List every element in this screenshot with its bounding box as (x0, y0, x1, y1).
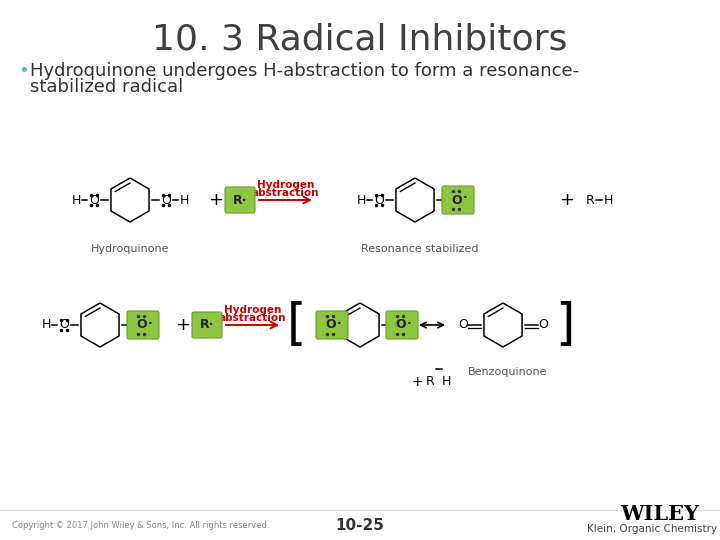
FancyBboxPatch shape (192, 312, 222, 338)
Text: Klein, Organic Chemistry 3e: Klein, Organic Chemistry 3e (587, 524, 720, 534)
Text: [: [ (287, 301, 307, 349)
Text: ]: ] (555, 301, 575, 349)
Text: Benzoquinone: Benzoquinone (468, 367, 548, 377)
Text: R·: R· (200, 319, 214, 332)
Text: ·: · (407, 316, 411, 329)
Text: O: O (538, 319, 548, 332)
Text: Hydroquinone: Hydroquinone (91, 244, 169, 254)
Text: H: H (442, 375, 451, 388)
FancyBboxPatch shape (316, 311, 348, 339)
Text: +: + (559, 191, 575, 209)
Text: O: O (374, 193, 384, 206)
Text: 10. 3 Radical Inhibitors: 10. 3 Radical Inhibitors (153, 22, 567, 56)
Text: Copyright © 2017 John Wiley & Sons, Inc. All rights reserved.: Copyright © 2017 John Wiley & Sons, Inc.… (12, 521, 269, 530)
Text: Resonance stabilized: Resonance stabilized (361, 244, 479, 254)
Text: O: O (59, 319, 69, 332)
Text: ·: · (463, 192, 467, 205)
Text: O: O (89, 193, 99, 206)
Text: Hydrogen: Hydrogen (257, 180, 314, 190)
Text: H: H (356, 193, 366, 206)
Text: H: H (71, 193, 81, 206)
Text: 10-25: 10-25 (336, 517, 384, 532)
Text: O: O (451, 193, 462, 206)
Text: O: O (137, 319, 148, 332)
FancyBboxPatch shape (225, 187, 255, 213)
Text: H: H (179, 193, 189, 206)
Text: O: O (458, 319, 468, 332)
Text: •: • (18, 62, 29, 80)
Text: ·: · (337, 316, 341, 329)
Text: ·: · (148, 316, 153, 329)
Text: abstraction: abstraction (219, 313, 287, 323)
FancyBboxPatch shape (442, 186, 474, 214)
Text: O: O (396, 319, 406, 332)
Text: H: H (41, 319, 50, 332)
Text: stabilized radical: stabilized radical (30, 78, 184, 96)
Text: +: + (209, 191, 223, 209)
Text: O: O (161, 193, 171, 206)
Text: abstraction: abstraction (252, 188, 319, 198)
Text: R: R (585, 193, 595, 206)
Text: O: O (325, 319, 336, 332)
FancyBboxPatch shape (127, 311, 159, 339)
Text: +: + (412, 375, 423, 389)
FancyBboxPatch shape (386, 311, 418, 339)
Text: R: R (426, 375, 435, 388)
Text: WILEY: WILEY (621, 504, 700, 524)
Text: Hydrogen: Hydrogen (224, 305, 282, 315)
Text: +: + (176, 316, 191, 334)
Text: Hydroquinone undergoes H-abstraction to form a resonance-: Hydroquinone undergoes H-abstraction to … (30, 62, 579, 80)
Text: H: H (603, 193, 613, 206)
Text: R·: R· (233, 193, 247, 206)
